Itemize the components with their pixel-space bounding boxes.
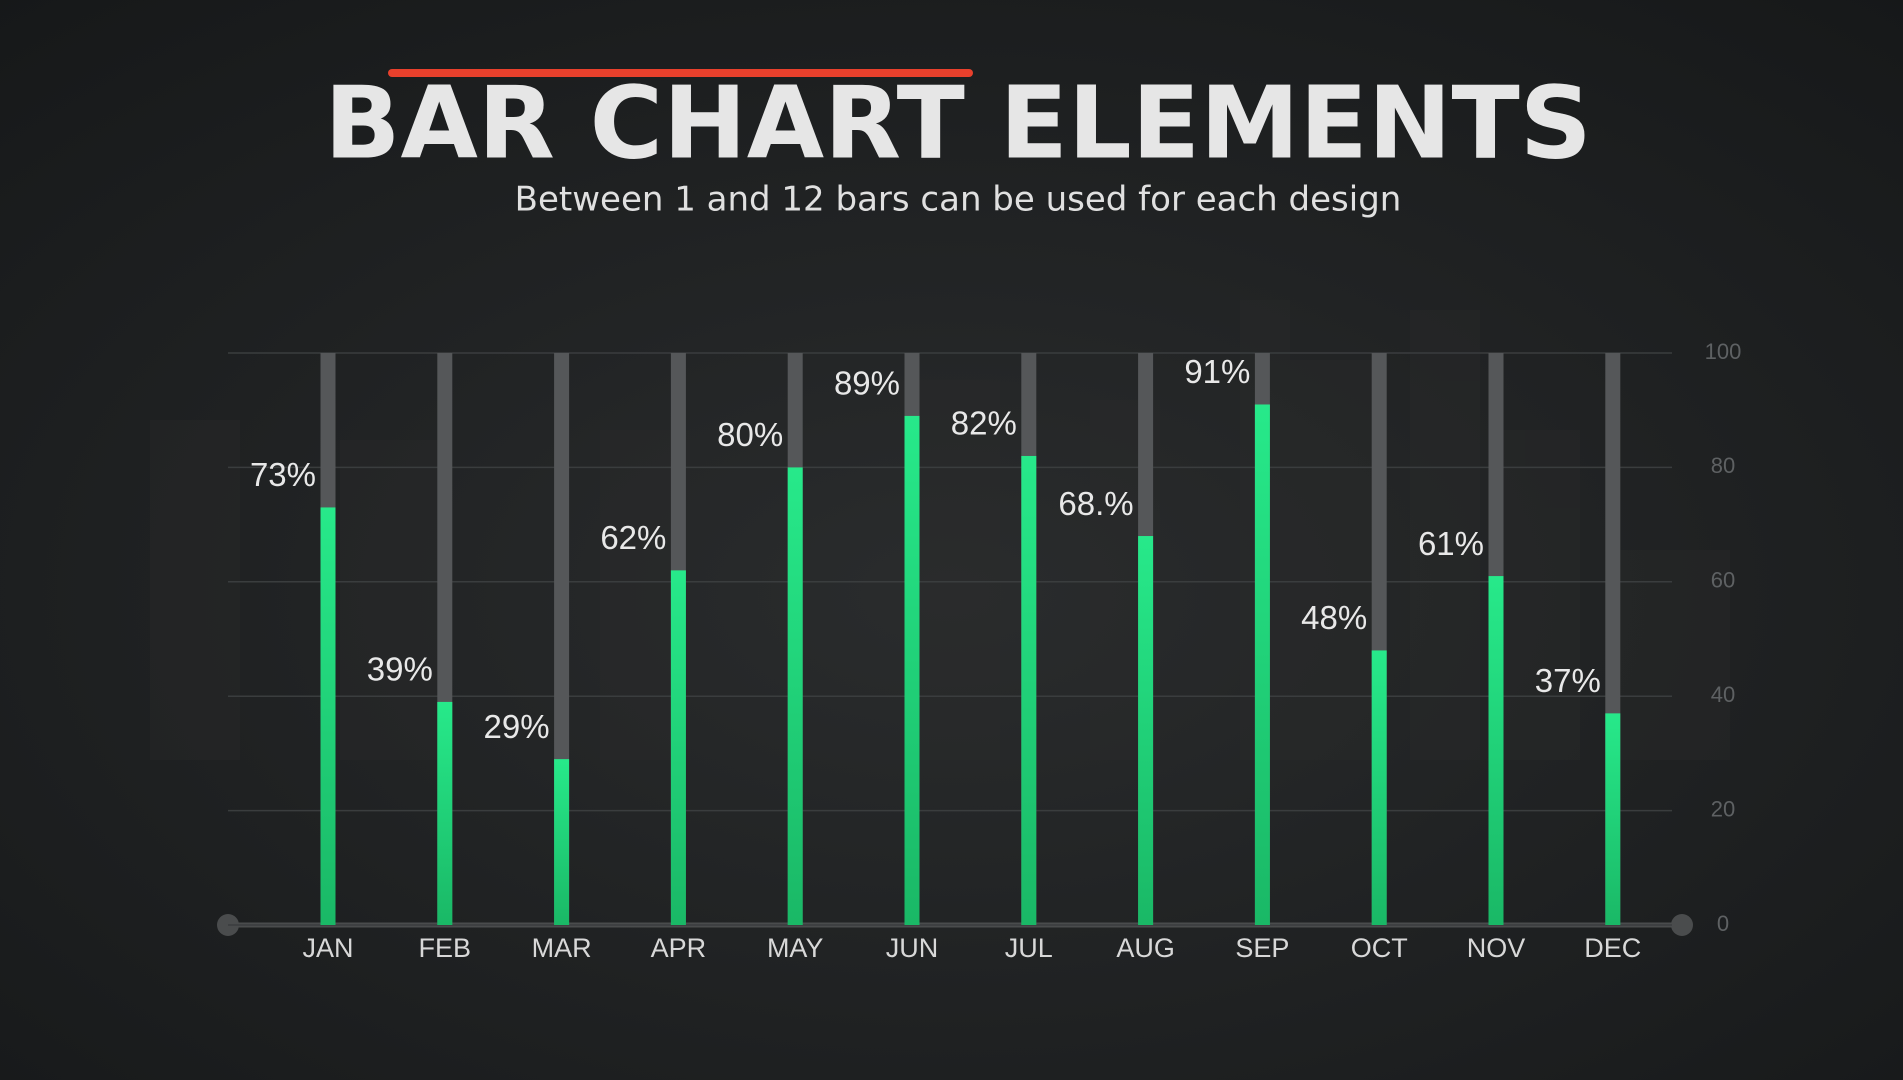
- x-tick-label: MAR: [532, 933, 592, 963]
- value-label: 89%: [834, 365, 900, 402]
- value-label: 68.%: [1058, 485, 1133, 522]
- x-tick-label: OCT: [1351, 933, 1408, 963]
- bar: [1254, 404, 1270, 926]
- bar: [1371, 650, 1387, 925]
- bar: [320, 507, 336, 925]
- y-tick-label: 40: [1711, 682, 1735, 707]
- bar: [1488, 576, 1504, 925]
- x-tick-label: APR: [651, 933, 707, 963]
- x-tick-label: NOV: [1467, 933, 1526, 963]
- x-tick-label: MAY: [767, 933, 824, 963]
- bar: [787, 467, 803, 925]
- axis-end: [1671, 914, 1693, 936]
- bar: [1605, 713, 1621, 925]
- x-tick-label: FEB: [419, 933, 472, 963]
- y-tick-label: 20: [1711, 796, 1735, 821]
- x-tick-label: SEP: [1235, 933, 1289, 963]
- y-tick-label: 0: [1717, 911, 1729, 936]
- y-tick-label: 100: [1705, 339, 1742, 364]
- value-label: 73%: [250, 456, 316, 493]
- bar: [437, 701, 453, 925]
- value-label: 80%: [717, 416, 783, 453]
- value-label: 29%: [484, 708, 550, 745]
- x-tick-label: JAN: [302, 933, 353, 963]
- chart-subtitle: Between 1 and 12 bars can be used for ea…: [515, 180, 1402, 220]
- bar: [554, 759, 570, 925]
- value-label: 48%: [1301, 599, 1367, 636]
- x-tick-label: DEC: [1584, 933, 1641, 963]
- bar: [670, 570, 686, 925]
- x-tick-label: JUN: [886, 933, 939, 963]
- value-label: 39%: [367, 651, 433, 688]
- bar: [1138, 536, 1154, 925]
- x-tick-label: JUL: [1005, 933, 1053, 963]
- value-label: 37%: [1535, 662, 1601, 699]
- bar: [904, 415, 920, 925]
- title-accent: [388, 69, 973, 77]
- bar: [1021, 455, 1037, 925]
- value-label: 61%: [1418, 525, 1484, 562]
- value-label: 91%: [1184, 353, 1250, 390]
- x-tick-label: AUG: [1116, 933, 1175, 963]
- chart-title: BAR CHART ELEMENTS: [324, 64, 1592, 181]
- y-tick-label: 80: [1711, 453, 1735, 478]
- value-label: 82%: [951, 405, 1017, 442]
- y-tick-label: 60: [1711, 568, 1735, 593]
- value-label: 62%: [600, 519, 666, 556]
